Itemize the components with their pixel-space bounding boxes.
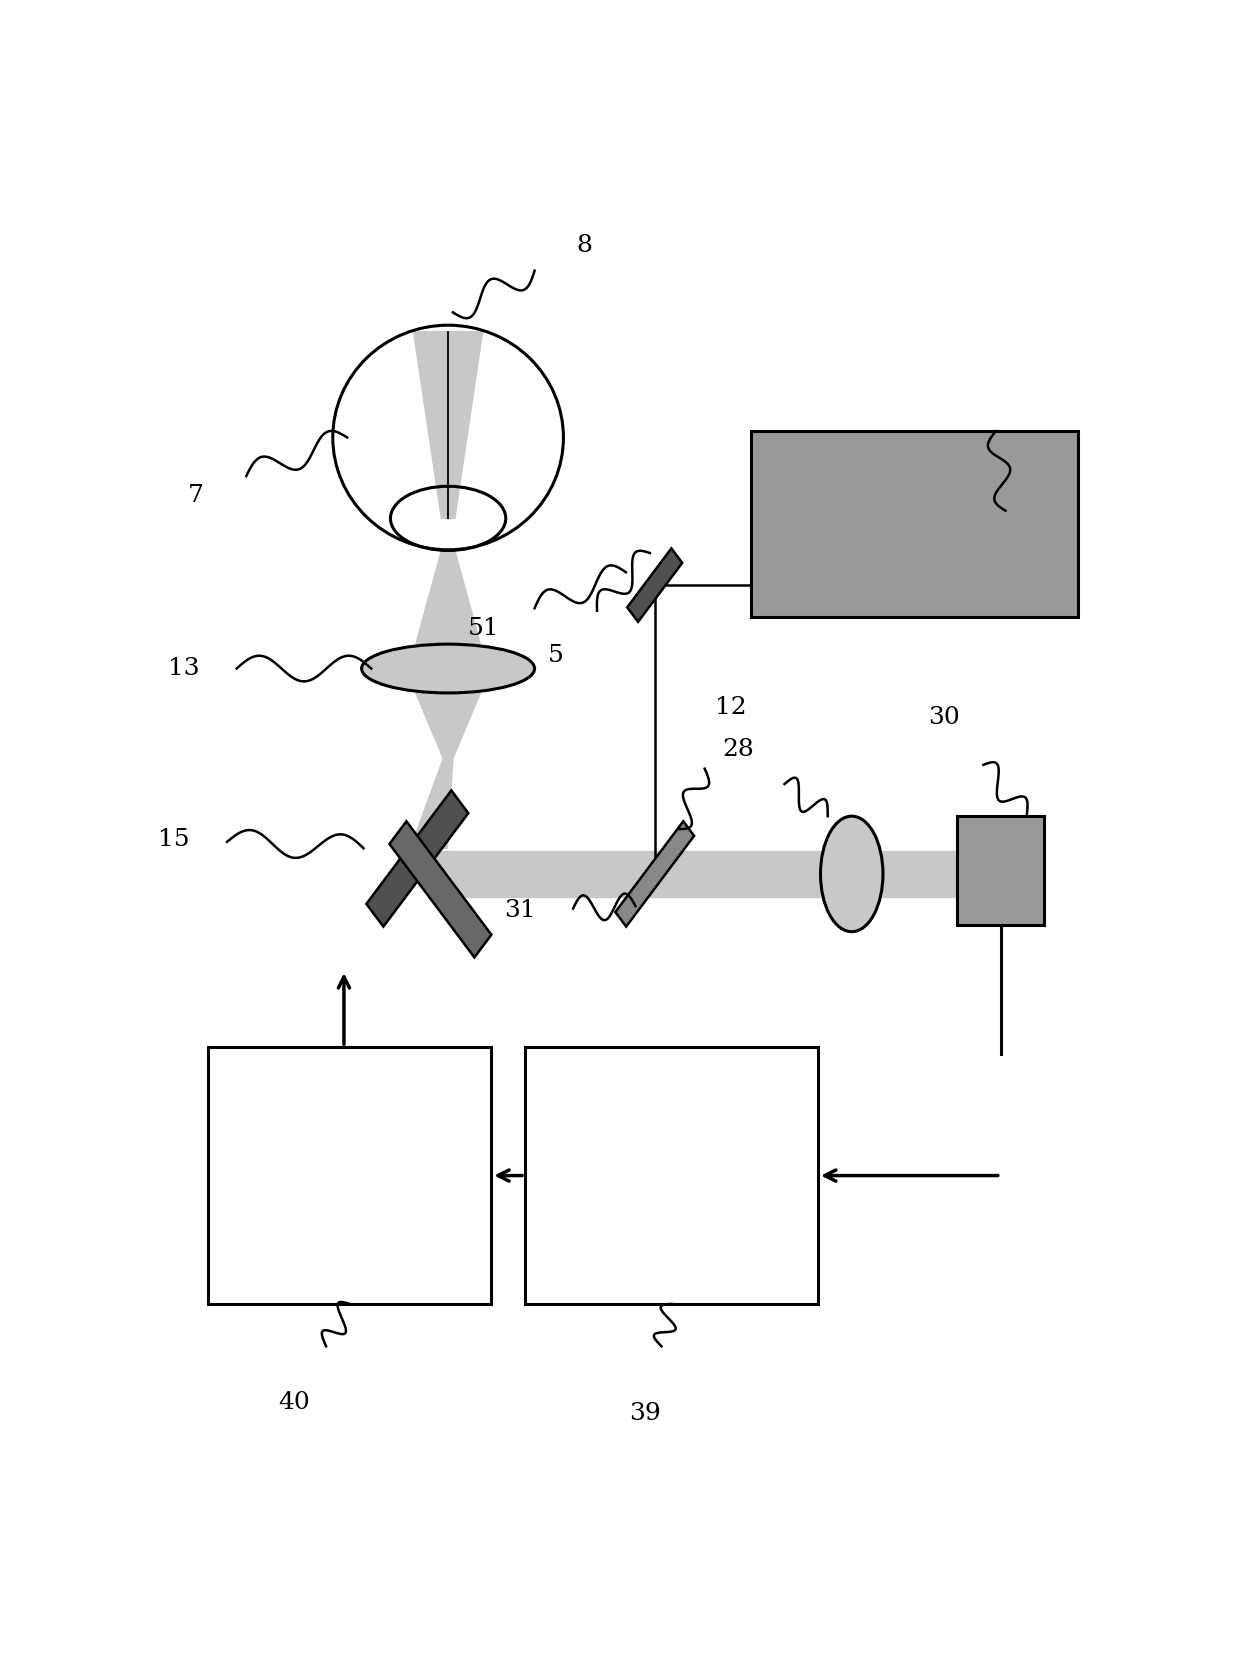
Text: 40: 40 bbox=[279, 1392, 310, 1415]
Ellipse shape bbox=[362, 643, 534, 693]
Polygon shape bbox=[615, 822, 694, 927]
Text: 8: 8 bbox=[577, 233, 591, 257]
FancyBboxPatch shape bbox=[751, 432, 1078, 617]
Polygon shape bbox=[415, 693, 480, 758]
FancyBboxPatch shape bbox=[208, 1047, 491, 1304]
Text: 50: 50 bbox=[998, 568, 1029, 592]
Text: 7: 7 bbox=[187, 483, 203, 507]
Text: 15: 15 bbox=[159, 828, 190, 850]
Polygon shape bbox=[389, 822, 491, 957]
Polygon shape bbox=[413, 332, 482, 518]
Ellipse shape bbox=[821, 817, 883, 932]
Text: 12: 12 bbox=[715, 695, 746, 718]
Text: 28: 28 bbox=[723, 738, 754, 762]
FancyBboxPatch shape bbox=[957, 817, 1044, 925]
FancyBboxPatch shape bbox=[525, 1047, 818, 1304]
Text: 13: 13 bbox=[167, 657, 200, 680]
Polygon shape bbox=[627, 548, 682, 622]
Polygon shape bbox=[429, 850, 957, 897]
Polygon shape bbox=[366, 790, 469, 927]
Text: 39: 39 bbox=[630, 1402, 661, 1425]
Text: 31: 31 bbox=[505, 899, 536, 922]
Polygon shape bbox=[415, 550, 480, 643]
Polygon shape bbox=[410, 758, 453, 849]
Text: 30: 30 bbox=[928, 707, 960, 730]
Text: 5: 5 bbox=[548, 643, 564, 667]
Text: 51: 51 bbox=[467, 617, 500, 640]
